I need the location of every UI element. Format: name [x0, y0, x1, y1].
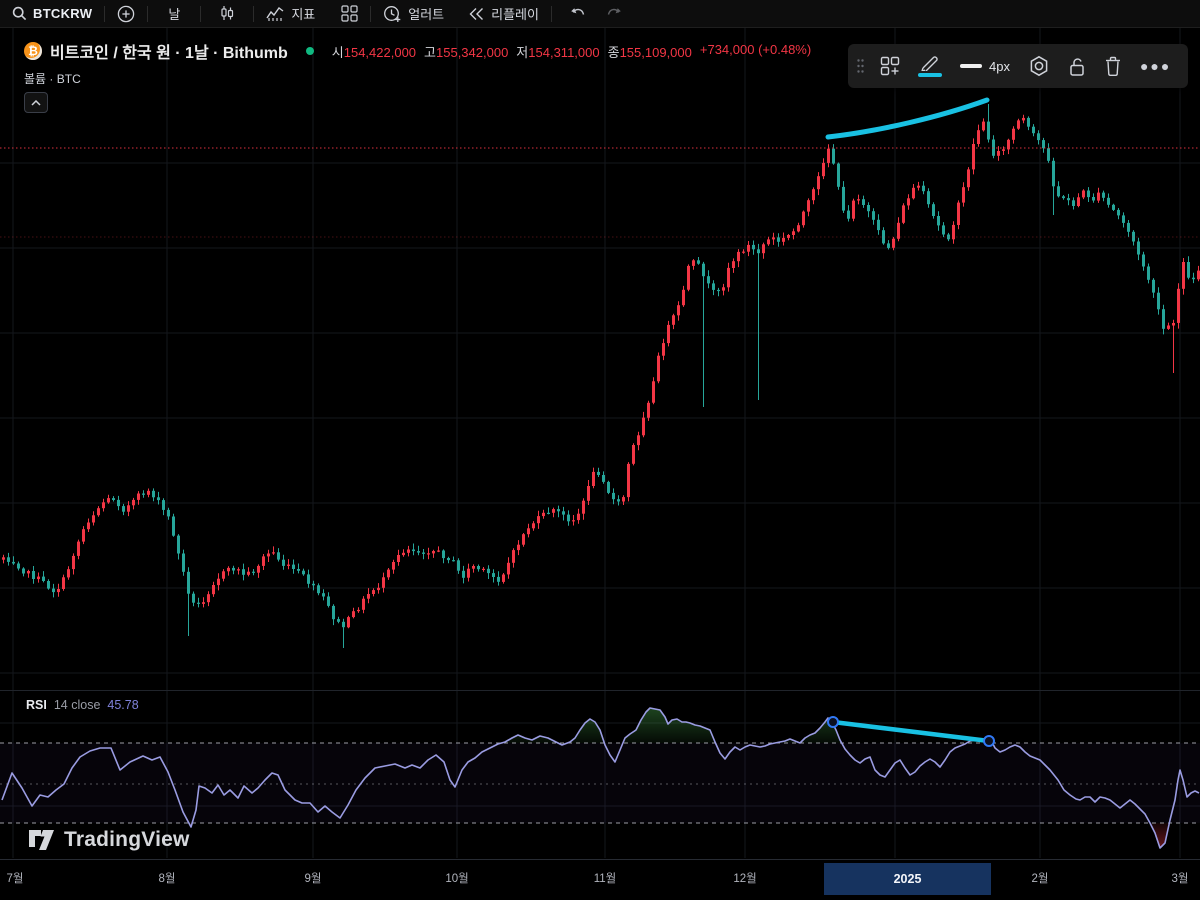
time-axis-year-label: 2025	[893, 872, 922, 886]
drawing-toolbar: 4px ●●●	[848, 44, 1188, 88]
lock-button[interactable]	[1059, 44, 1095, 88]
settings-hexagon-icon	[1030, 55, 1048, 77]
search-icon	[12, 6, 27, 21]
template-button[interactable]	[871, 44, 909, 88]
alert-button[interactable]: 얼러트	[375, 0, 452, 27]
time-axis-label: 2월	[1031, 873, 1049, 885]
open-value: 154,422,000	[343, 44, 417, 60]
drag-dots-icon	[857, 59, 864, 73]
rsi-legend[interactable]: RSI 14 close 45.78	[26, 698, 139, 712]
low-label: 저	[516, 44, 529, 60]
pencil-icon	[921, 56, 938, 71]
time-axis-label: 3월	[1171, 873, 1189, 885]
watermark-text: TradingView	[64, 828, 190, 851]
ohlc-values: 시154,422,000 고155,342,000 저154,311,000 종…	[332, 42, 811, 61]
line-width-button[interactable]: 4px	[951, 44, 1019, 88]
trash-icon	[1105, 56, 1120, 76]
change-value: +734,000 (+0.48%)	[699, 41, 812, 57]
template-grid-plus-icon	[880, 56, 900, 76]
layout-button[interactable]	[333, 0, 366, 27]
line-width-icon	[960, 64, 982, 68]
interval-button[interactable]: 날	[152, 0, 196, 27]
more-options-button[interactable]: ●●●	[1131, 44, 1180, 88]
symbol-legend: ₿ 비트코인 / 한국 원 · 1날 · Bithumb 시154,422,00…	[24, 40, 811, 87]
volume-legend[interactable]: 볼륨 · BTC	[24, 72, 81, 86]
replay-label: 리플레이	[491, 7, 539, 22]
toolbar-separator	[200, 5, 202, 22]
open-label: 시	[331, 44, 344, 60]
undo-icon	[571, 8, 585, 15]
indicators-icon	[266, 6, 284, 21]
indicators-label: 지표	[291, 7, 316, 22]
settings-button[interactable]	[1019, 44, 1059, 88]
grid-layout-icon	[341, 5, 358, 22]
high-value: 155,342,000	[436, 44, 509, 60]
time-axis-label: 7월	[6, 873, 24, 885]
toolbar-separator	[147, 5, 149, 22]
time-axis-selection-highlight: 2025	[824, 863, 991, 895]
redo-icon	[607, 8, 621, 15]
toolbar-drag-handle[interactable]	[848, 44, 871, 88]
replay-icon	[469, 7, 484, 20]
bitcoin-logo-icon: ₿	[24, 42, 42, 60]
interval-label: 날	[168, 7, 181, 22]
toolbar-separator	[104, 5, 106, 22]
time-axis[interactable]: 7월 8월 9월 10월 11월 12월 2월 3월 2025	[0, 859, 1200, 898]
market-status-dot[interactable]	[305, 47, 314, 55]
candlestick-icon	[221, 6, 234, 20]
line-color-button[interactable]	[909, 44, 951, 88]
top-toolbar: BTCKRW 날 지표 얼러트 리플레이	[0, 0, 1200, 28]
toolbar-separator	[253, 5, 255, 22]
high-label: 고	[424, 44, 436, 60]
tradingview-watermark: TradingView	[28, 828, 190, 852]
indicators-button[interactable]: 지표	[258, 0, 323, 27]
chart-style-button[interactable]	[205, 0, 249, 27]
active-color-swatch	[918, 73, 942, 77]
alert-clock-icon	[384, 5, 401, 22]
ellipsis-icon: ●●●	[1139, 58, 1172, 74]
close-value: 155,109,000	[619, 44, 692, 60]
replay-button[interactable]: 리플레이	[460, 0, 547, 27]
rsi-params: 14 close	[53, 698, 101, 712]
alert-label: 얼러트	[408, 7, 445, 22]
toolbar-separator	[370, 5, 372, 22]
time-axis-label: 8월	[158, 873, 176, 885]
low-value: 154,311,000	[528, 44, 600, 60]
line-width-label: 4px	[989, 58, 1010, 74]
time-axis-label: 9월	[304, 873, 322, 885]
pane-separator[interactable]	[0, 690, 1200, 691]
toolbar-separator	[550, 5, 552, 22]
rsi-name: RSI	[26, 698, 47, 712]
rsi-value: 45.78	[107, 698, 139, 712]
unlock-icon	[1070, 57, 1084, 76]
compare-add-button[interactable]	[109, 0, 143, 27]
close-label: 종	[607, 44, 620, 60]
symbol-search-label: BTCKRW	[33, 6, 93, 21]
undo-button[interactable]	[562, 0, 596, 27]
time-axis-label: 12월	[733, 873, 757, 885]
time-axis-label: 11월	[593, 873, 617, 885]
delete-button[interactable]	[1095, 44, 1131, 88]
time-axis-label: 10월	[445, 873, 469, 885]
chevron-up-icon	[31, 99, 41, 106]
legend-collapse-button[interactable]	[24, 92, 48, 113]
symbol-title[interactable]: 비트코인 / 한국 원 · 1날 · Bithumb	[50, 45, 288, 62]
plus-circle-icon	[118, 5, 135, 22]
redo-button[interactable]	[596, 0, 630, 27]
symbol-search-button[interactable]: BTCKRW	[0, 0, 100, 27]
tradingview-logo-icon	[29, 830, 54, 850]
